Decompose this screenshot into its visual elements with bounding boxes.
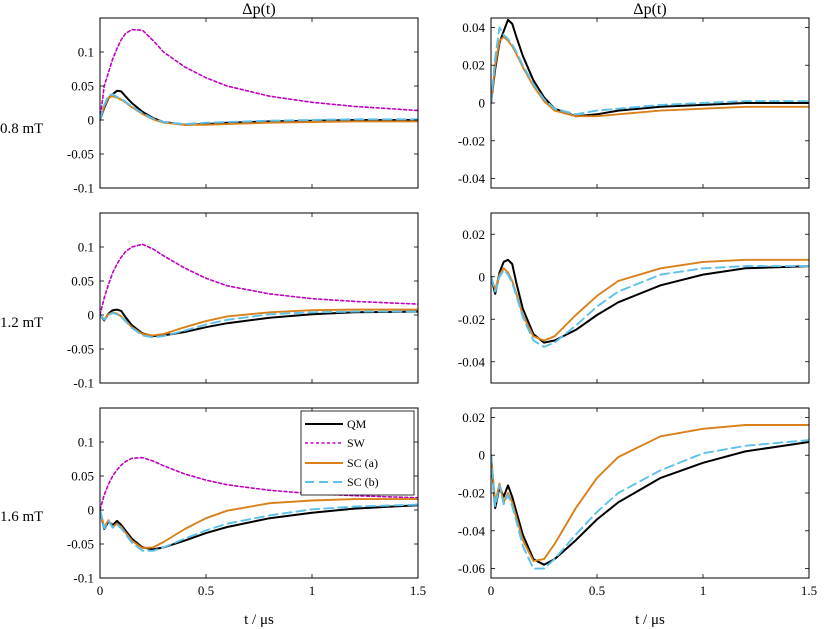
panel-r0c0-series-scb	[100, 93, 418, 126]
panel-r0c0-ytick-label: -0.1	[73, 181, 94, 196]
legend-label-sw: SW	[347, 436, 366, 450]
panel-r0c0-series-sw	[100, 28, 418, 121]
panel-r2c1-xtick-label: 0	[488, 583, 495, 598]
panel-r2c1-series-scb	[491, 439, 809, 570]
panel-r0c0-frame	[99, 17, 419, 189]
row-label-0-8mT: 0.8 mT	[0, 121, 43, 137]
panel-r2c1-ytick-label: -0.02	[458, 486, 485, 501]
panel-r2c0-ytick-label: -0.1	[73, 571, 94, 586]
legend-label-scb: SC (b)	[347, 475, 379, 489]
panel-r1c1-ytick-label: -0.04	[458, 354, 486, 369]
panel-r2c1-xtick-label: 0.5	[589, 583, 605, 598]
panel-r2c0-xtick-label: 1	[309, 583, 316, 598]
panel-r0c0-ytick-label: -0.05	[67, 147, 94, 162]
legend: QM SW SC (a) SC (b)	[300, 410, 415, 496]
panel-r1c0-ytick-label: -0.05	[67, 342, 94, 357]
panel-r0c1-ytick-label: -0.02	[458, 133, 485, 148]
panel-r0c1: 0.04 0.02 0 -0.02 -0.04	[458, 17, 810, 189]
panel-r0c0-ytick-label: 0	[88, 113, 95, 128]
panel-r2c0-ytick-label: 0	[88, 503, 95, 518]
panel-r1c0-ytick-label: 0.05	[71, 274, 94, 289]
panel-r2c0-ytick-label: -0.05	[67, 537, 94, 552]
panel-r1c1-ytick-label: 0	[479, 269, 486, 284]
panel-r2c0-series-scb	[100, 503, 418, 552]
panel-r1c1-frame	[490, 212, 810, 384]
panels: 0.10.050-0.05-0.10.040.020-0.02-0.040.10…	[67, 17, 817, 598]
column-title-right: Δp(t)	[633, 1, 666, 18]
panel-r0c1-series-scb	[491, 26, 809, 116]
panel-r0c1-ytick-label: -0.04	[458, 171, 486, 186]
panel-r0c0-ytick-label: 0.1	[78, 45, 94, 60]
panel-r0c1-ytick-label: 0	[479, 96, 486, 111]
panel-r1c1-series-scb	[491, 265, 809, 348]
panel-r2c0: 0 0.5 1 1.5 0.1 0.05 0 -0.05 -0.1	[67, 407, 426, 598]
panel-r1c0-ytick-label: -0.1	[73, 376, 94, 391]
panel-r0c0-ytick-label: 0.05	[71, 79, 94, 94]
panel-r0c0: 0.1 0.05 0 -0.05 -0.1	[67, 17, 419, 196]
row-label-1-2mT: 1.2 mT	[0, 315, 43, 331]
panel-r0c1-series-sca	[491, 35, 809, 118]
panel-r1c0-ytick-label: 0.1	[78, 240, 94, 255]
column-title-left: Δp(t)	[242, 1, 275, 18]
legend-label-qm: QM	[347, 417, 367, 431]
panel-r1c1-ytick-label: -0.02	[458, 312, 485, 327]
panel-r0c1-ytick-label: 0.04	[462, 20, 485, 35]
x-axis-title-left: t / μs	[244, 612, 274, 628]
row-label-1-6mT: 1.6 mT	[0, 509, 43, 525]
panel-r2c0-ytick-label: 0.1	[78, 435, 94, 450]
panel-r2c0-xtick-label: 0.5	[198, 583, 214, 598]
panel-r2c1: 0 0.5 1 1.5 0.02 0 -0.02 -0.04 -0.06	[458, 407, 817, 598]
panel-r2c1-series-qm	[491, 441, 809, 566]
panel-r2c1-ytick-label: -0.06	[458, 561, 486, 576]
panel-r1c0-series-sca	[100, 308, 418, 337]
panel-r2c1-ytick-label: -0.04	[458, 523, 486, 538]
panel-r1c0-ytick-label: 0	[88, 308, 95, 323]
panel-r1c1-ytick-label: 0.02	[462, 227, 485, 242]
panel-r1c0-series-sw	[100, 243, 418, 316]
panel-r2c1-xtick-label: 1.5	[801, 583, 817, 598]
panel-r2c1-ytick-label: 0	[479, 448, 486, 463]
panel-r2c0-series-qm	[100, 504, 418, 551]
panel-r2c0-ytick-label: 0.05	[71, 469, 94, 484]
panel-r1c1: 0.02 0 -0.02 -0.04	[458, 212, 810, 384]
panel-r1c1-series-sca	[491, 258, 809, 342]
panel-r1c0: 0.1 0.05 0 -0.05 -0.1	[67, 212, 419, 391]
panel-r2c0-xtick-label: 0	[97, 583, 104, 598]
panel-r2c1-ytick-label: 0.02	[462, 410, 485, 425]
panel-r2c0-frame	[99, 407, 419, 579]
legend-label-sca: SC (a)	[347, 456, 378, 470]
panel-r2c0-xtick-label: 1.5	[410, 583, 426, 598]
panel-r0c1-ytick-label: 0.02	[462, 58, 485, 73]
panel-r1c0-series-scb	[100, 310, 418, 339]
panel-r2c1-series-sca	[491, 424, 809, 562]
panel-r2c1-frame	[490, 407, 810, 579]
panel-r1c0-frame	[99, 212, 419, 384]
panel-r2c1-xtick-label: 1	[700, 583, 707, 598]
x-axis-title-right: t / μs	[635, 612, 665, 628]
panel-r2c0-series-sw	[100, 456, 418, 511]
panel-r0c1-series-qm	[491, 18, 809, 118]
